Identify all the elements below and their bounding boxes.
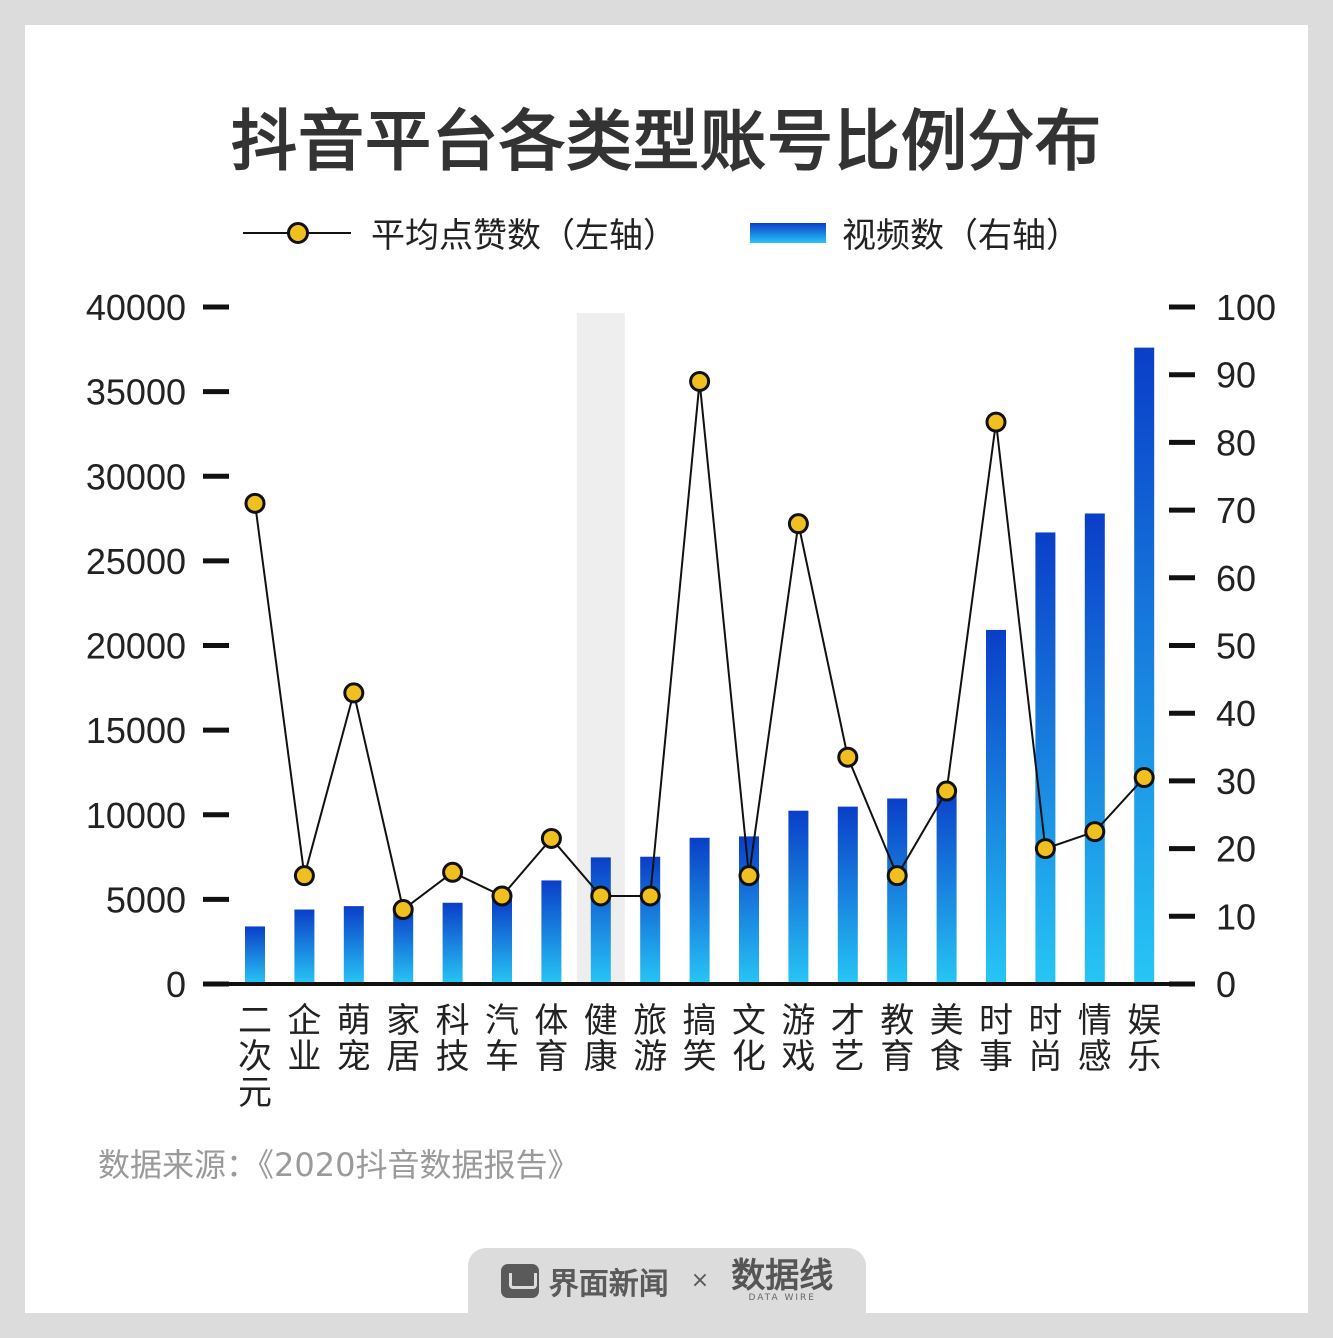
bar-8 (640, 856, 661, 984)
category-label-5: 汽车 (485, 1001, 519, 1077)
legend-line-marker (243, 221, 351, 244)
bar-1 (294, 909, 315, 984)
bar-13 (887, 798, 908, 984)
right-tick-label-10: 100 (1216, 287, 1276, 328)
point-4 (442, 861, 464, 883)
category-label-0: 二次元 (238, 1001, 272, 1113)
brand-datawire-label: 数据线 (731, 1255, 834, 1296)
bar-7 (590, 857, 611, 984)
bar-18 (1134, 347, 1155, 984)
legend-line-item: 平均点赞数（左轴） (243, 208, 677, 257)
legend-bar-label: 视频数（右轴） (842, 216, 1080, 256)
category-label-9: 搞笑 (683, 1001, 717, 1077)
category-label-2: 萌宠 (337, 1001, 371, 1077)
point-8 (639, 885, 661, 907)
point-17 (1084, 821, 1106, 843)
point-15 (985, 411, 1007, 433)
left-tick-label-6: 30000 (86, 456, 186, 497)
brand-datawire-sub: DATA WIRE (748, 1292, 816, 1303)
bar-10 (739, 836, 759, 984)
right-tick-label-0: 0 (1216, 964, 1236, 1005)
bar-0 (245, 926, 265, 984)
bar-15 (986, 629, 1006, 984)
legend-bar-swatch (750, 222, 826, 243)
series-line (254, 381, 1145, 912)
category-label-14: 美食 (930, 1001, 964, 1077)
bar-16 (1035, 532, 1056, 984)
left-tick-label-2: 10000 (86, 795, 186, 836)
bar-5 (492, 899, 512, 984)
brand-jiemian-label: 界面新闻 (548, 1266, 669, 1302)
brand-jiemian: 界面新闻 (500, 1259, 669, 1303)
category-label-12: 才艺 (831, 1001, 865, 1077)
point-9 (689, 370, 711, 392)
right-tick-label-5: 50 (1216, 626, 1256, 667)
source-note: 数据来源：《2020抖音数据报告》 (98, 1146, 580, 1184)
bar-14 (936, 787, 957, 984)
bar-6 (541, 880, 562, 984)
category-label-18: 娱乐 (1127, 1001, 1161, 1077)
left-tick-label-5: 25000 (86, 541, 186, 582)
bar-11 (788, 810, 809, 984)
right-tick-label-9: 90 (1216, 355, 1256, 396)
left-tick-label-4: 20000 (86, 626, 186, 667)
category-label-6: 体育 (534, 1001, 568, 1077)
left-tick-label-1: 5000 (106, 879, 186, 920)
bar-3 (393, 909, 414, 984)
category-label-7: 健康 (584, 1001, 618, 1077)
footer-brand: 界面新闻 × 数据线 DATA WIRE (468, 1248, 866, 1313)
point-0 (244, 492, 266, 514)
category-label-16: 时尚 (1028, 1001, 1062, 1077)
right-tick-label-8: 80 (1216, 422, 1256, 463)
times-sign: × (690, 1268, 710, 1293)
right-tick-label-6: 60 (1216, 558, 1256, 599)
point-10 (738, 865, 760, 887)
brand-datawire: 数据线 DATA WIRE (731, 1259, 833, 1303)
right-tick-label-2: 20 (1216, 829, 1256, 870)
point-13 (886, 865, 908, 887)
category-label-3: 家居 (386, 1001, 420, 1077)
bar-9 (689, 837, 710, 984)
point-3 (392, 899, 414, 921)
left-tick-label-3: 15000 (86, 710, 186, 751)
bar-4 (442, 902, 463, 984)
category-label-13: 教育 (880, 1001, 914, 1077)
left-tick-label-8: 40000 (86, 287, 186, 328)
point-18 (1133, 767, 1155, 789)
legend-line-label: 平均点赞数（左轴） (371, 216, 677, 256)
category-label-11: 游戏 (781, 1001, 815, 1077)
right-tick-label-7: 70 (1216, 490, 1256, 531)
point-7 (590, 885, 612, 907)
left-tick-label-7: 35000 (86, 372, 186, 413)
category-label-15: 时事 (979, 1001, 1013, 1077)
left-tick-label-0: 0 (166, 964, 186, 1005)
bar-17 (1084, 513, 1105, 984)
jiemian-logo-icon (500, 1263, 539, 1298)
category-label-17: 情感 (1078, 1001, 1112, 1077)
point-16 (1034, 838, 1056, 860)
bar-2 (343, 906, 364, 984)
point-12 (837, 746, 859, 768)
right-tick-label-3: 30 (1216, 761, 1256, 802)
legend-bar-item: 视频数（右轴） (750, 208, 1080, 257)
point-6 (540, 827, 562, 849)
point-14 (936, 780, 958, 802)
point-11 (787, 513, 809, 535)
point-5 (491, 885, 513, 907)
category-label-1: 企业 (287, 1001, 321, 1077)
right-tick-label-4: 40 (1216, 693, 1256, 734)
chart-title: 抖音平台各类型账号比例分布 (231, 103, 1102, 180)
point-1 (293, 865, 315, 887)
category-label-8: 旅游 (633, 1001, 667, 1077)
category-label-4: 科技 (436, 1001, 470, 1077)
point-2 (343, 682, 365, 704)
category-label-10: 文化 (732, 1001, 766, 1077)
right-tick-label-1: 10 (1216, 896, 1256, 937)
bar-12 (837, 806, 858, 984)
